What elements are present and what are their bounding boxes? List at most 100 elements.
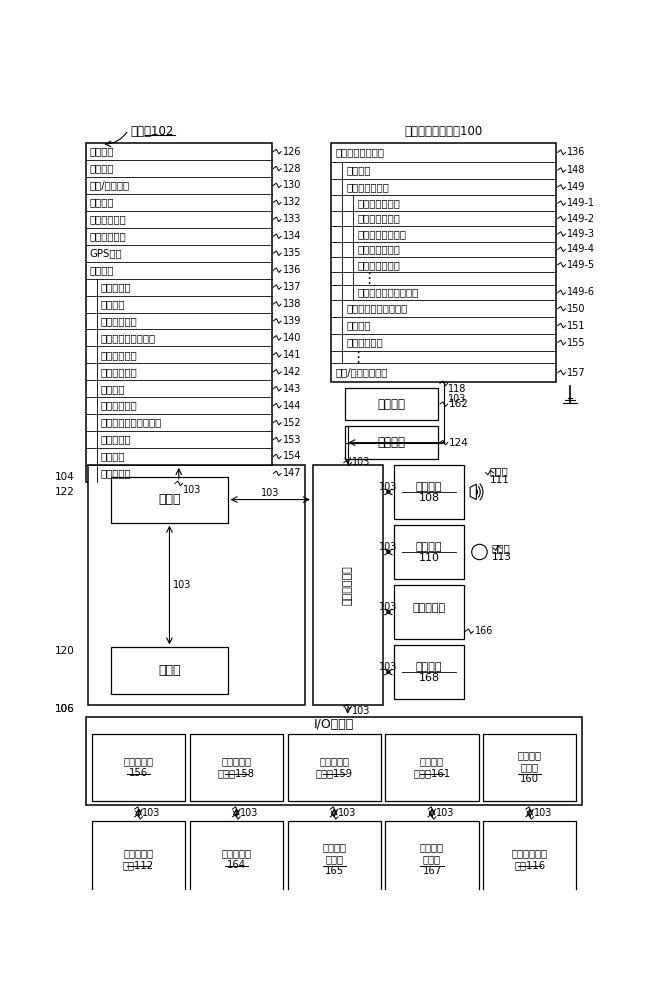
Text: 扬声器: 扬声器 <box>489 466 508 476</box>
Bar <box>483 734 576 801</box>
Text: 桌面小程序模块: 桌面小程序模块 <box>346 182 389 192</box>
Text: 132: 132 <box>282 197 301 207</box>
Text: 147: 147 <box>282 468 301 478</box>
Text: 143: 143 <box>282 384 301 394</box>
Text: 103: 103 <box>183 485 201 495</box>
Text: 触觉输出
发生器
167: 触觉输出 发生器 167 <box>420 843 444 876</box>
Text: 文本输入模块: 文本输入模块 <box>90 231 126 241</box>
Text: 103: 103 <box>338 808 356 818</box>
Text: 140: 140 <box>282 333 301 343</box>
Text: 其他输入控制
设备116: 其他输入控制 设备116 <box>512 848 548 870</box>
Text: 桌面小程序创建器模块: 桌面小程序创建器模块 <box>346 304 407 314</box>
Text: 122: 122 <box>55 487 75 497</box>
Text: 103: 103 <box>436 808 454 818</box>
Bar <box>345 426 438 459</box>
Bar <box>111 477 227 523</box>
Text: 操作系统: 操作系统 <box>90 147 114 157</box>
Text: 其他输入
控制器
160: 其他输入 控制器 160 <box>517 751 542 784</box>
Text: 相机模块: 相机模块 <box>100 384 125 394</box>
Bar <box>385 821 479 898</box>
Bar <box>288 821 381 898</box>
Text: 光学传感器
164: 光学传感器 164 <box>221 848 252 870</box>
Text: 视频会议模块: 视频会议模块 <box>100 316 138 326</box>
Text: 149-6: 149-6 <box>567 287 595 297</box>
Text: 股市桌面小程序: 股市桌面小程序 <box>357 214 400 224</box>
Bar <box>385 734 479 801</box>
Bar <box>345 388 438 420</box>
Text: ⋮: ⋮ <box>350 350 365 365</box>
Text: 视频和音乐播放器模块: 视频和音乐播放器模块 <box>100 418 162 428</box>
Text: 通信模块: 通信模块 <box>90 164 114 174</box>
Text: 日历模块: 日历模块 <box>346 165 371 175</box>
Text: 149-5: 149-5 <box>567 260 595 270</box>
Text: 144: 144 <box>282 401 301 411</box>
Bar <box>92 821 185 898</box>
Text: 150: 150 <box>567 304 586 314</box>
Bar <box>331 143 556 382</box>
Text: 139: 139 <box>282 316 301 326</box>
Text: 接近传感器: 接近传感器 <box>413 603 445 613</box>
Text: 设备/全局内部状态: 设备/全局内部状态 <box>335 368 388 378</box>
Text: 133: 133 <box>282 214 301 224</box>
Text: 健身支持模块: 健身支持模块 <box>100 367 138 377</box>
Text: 149: 149 <box>567 182 586 192</box>
Text: 地图模块: 地图模块 <box>100 451 125 461</box>
Text: 用户创建的桌面小程序: 用户创建的桌面小程序 <box>357 287 419 297</box>
Text: 130: 130 <box>282 180 301 190</box>
Text: 152: 152 <box>282 418 301 428</box>
Bar <box>288 734 381 801</box>
Text: 149-2: 149-2 <box>567 214 595 224</box>
Bar <box>190 734 283 801</box>
Text: 触觉反馈模块: 触觉反馈模块 <box>90 214 126 224</box>
Text: 应用程序: 应用程序 <box>90 265 114 275</box>
Text: 103: 103 <box>174 580 192 590</box>
Text: 168: 168 <box>419 673 440 683</box>
Text: 166: 166 <box>475 626 493 636</box>
Text: 118: 118 <box>447 384 466 394</box>
Bar <box>394 525 464 579</box>
Text: 106: 106 <box>55 704 75 714</box>
Text: 强度传感器
控制器159: 强度传感器 控制器159 <box>316 756 352 778</box>
Text: 存储器102: 存储器102 <box>130 125 174 138</box>
Bar <box>86 717 582 805</box>
Text: 138: 138 <box>282 299 301 309</box>
Text: 接触/运动模块: 接触/运动模块 <box>90 180 130 190</box>
Text: 麦克风: 麦克风 <box>492 543 511 553</box>
Text: 124: 124 <box>449 438 469 448</box>
Text: 103: 103 <box>379 482 398 492</box>
Text: 记事本模块: 记事本模块 <box>100 435 131 445</box>
Text: 便携式多功能设备100: 便携式多功能设备100 <box>405 125 483 138</box>
Text: 136: 136 <box>567 147 586 157</box>
Text: 154: 154 <box>282 451 301 461</box>
Text: 155: 155 <box>567 338 586 348</box>
Text: 外围设备接口: 外围设备接口 <box>343 565 352 605</box>
Bar <box>88 465 305 705</box>
Text: 149-1: 149-1 <box>567 198 595 208</box>
Text: 音频电路: 音频电路 <box>416 542 442 552</box>
Bar <box>190 821 283 898</box>
Text: 149-3: 149-3 <box>567 229 595 239</box>
Text: 计算器桌面小程序: 计算器桌面小程序 <box>357 229 406 239</box>
Text: 135: 135 <box>282 248 301 258</box>
Text: 134: 134 <box>282 231 301 241</box>
Text: 在线视频模块: 在线视频模块 <box>346 338 383 348</box>
Text: 103: 103 <box>447 394 466 404</box>
Text: 103: 103 <box>142 808 160 818</box>
Text: 104: 104 <box>55 472 75 482</box>
Text: 162: 162 <box>449 399 469 409</box>
Text: 103: 103 <box>240 808 259 818</box>
Text: 触敏显示器
系统112: 触敏显示器 系统112 <box>123 848 154 870</box>
Text: 111: 111 <box>489 475 510 485</box>
Text: 103: 103 <box>379 602 398 612</box>
Bar <box>313 465 383 705</box>
Text: 141: 141 <box>282 350 301 360</box>
Text: 106: 106 <box>55 704 75 714</box>
Text: 图形模块: 图形模块 <box>90 197 114 207</box>
Text: I/O子系统: I/O子系统 <box>314 718 354 731</box>
Bar <box>111 647 227 694</box>
Text: 128: 128 <box>282 164 301 174</box>
Text: 外部端口: 外部端口 <box>378 436 406 449</box>
Text: 控制器: 控制器 <box>159 493 181 506</box>
Text: 136: 136 <box>282 265 301 275</box>
Text: 148: 148 <box>567 165 586 175</box>
